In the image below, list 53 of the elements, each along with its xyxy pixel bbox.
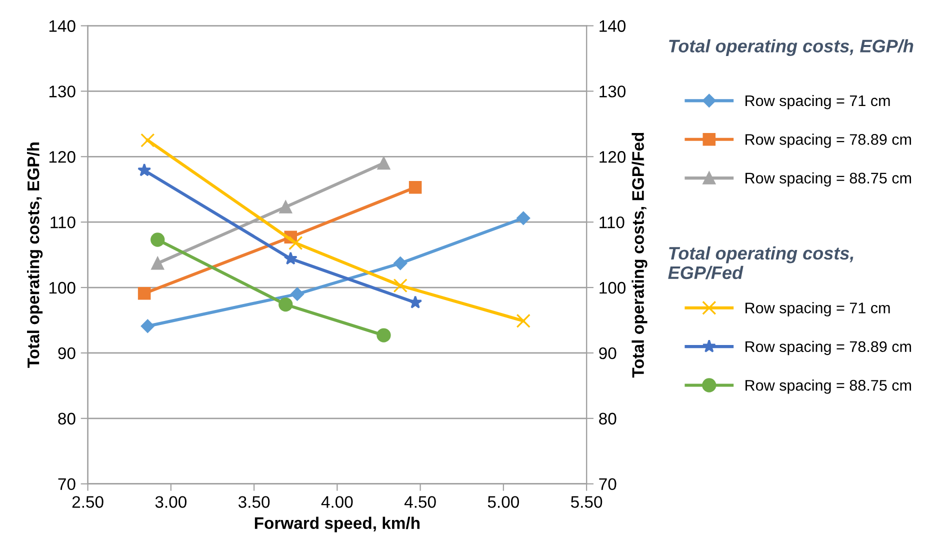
point: [516, 211, 530, 225]
point: [516, 314, 530, 328]
y2-tick-label: 120: [600, 151, 626, 163]
point: [279, 200, 292, 214]
y-tick-label: 110: [50, 216, 76, 228]
y2-tick-label: 80: [599, 412, 616, 425]
x-axis-title: Forward speed, km/h: [254, 516, 420, 532]
text: Total operating costs, EGP/Fed: [668, 246, 854, 280]
y2-tick-label: 100: [600, 282, 626, 294]
point: [278, 297, 293, 312]
y2-tick-label: 130: [600, 86, 626, 98]
point: [408, 295, 422, 308]
point: [377, 156, 390, 170]
legend-label: Row spacing = 78.89 cm: [746, 134, 911, 148]
legend-label: Row spacing = 88.75 cm: [746, 172, 911, 187]
point: [394, 256, 408, 270]
y-tick-label: 90: [58, 347, 76, 360]
text: Total operating costs, EGP/h: [669, 39, 914, 56]
y-tick-label: 120: [49, 151, 76, 163]
legend-label: Row spacing = 78.89 cm: [746, 340, 911, 356]
point: [290, 287, 304, 301]
point: [376, 328, 391, 342]
x-tick-label: 3.50: [238, 496, 270, 508]
y2-tick-label: 110: [600, 216, 624, 228]
x-tick-label: 5.50: [571, 496, 602, 508]
y2-tick-label: 90: [599, 347, 616, 360]
y-axis-title: Total operating costs, EGP/h: [27, 142, 43, 368]
point: [138, 163, 152, 176]
y2-tick-label: 140: [600, 20, 626, 32]
x-tick-label: 3.00: [155, 496, 186, 508]
legend-label: Row spacing = 88.75 cm: [746, 380, 911, 394]
x-tick-label: 5.00: [488, 496, 519, 508]
x-tick-label: 4.50: [404, 496, 436, 508]
y-tick-label: 100: [49, 282, 76, 294]
point: [393, 278, 408, 293]
y-tick-label: 130: [49, 86, 76, 98]
point: [288, 236, 303, 250]
point: [408, 181, 422, 194]
point: [140, 133, 155, 148]
point: [140, 319, 154, 333]
point: [150, 232, 165, 247]
point: [284, 252, 298, 265]
x-tick-label: 4.00: [321, 496, 353, 508]
y-tick-label: 80: [58, 412, 76, 425]
y2-axis-title: Total operating costs, EGP/Fed: [632, 132, 648, 378]
point: [138, 287, 151, 300]
legend-label: Row spacing = 71 cm: [746, 94, 890, 110]
y2-tick-label: 70: [599, 478, 616, 490]
x-tick-label: 2.50: [72, 496, 104, 508]
legend-label: Row spacing = 71 cm: [746, 302, 890, 316]
y-tick-label: 140: [49, 20, 76, 32]
y-tick-label: 70: [58, 478, 76, 490]
point: [151, 256, 164, 270]
